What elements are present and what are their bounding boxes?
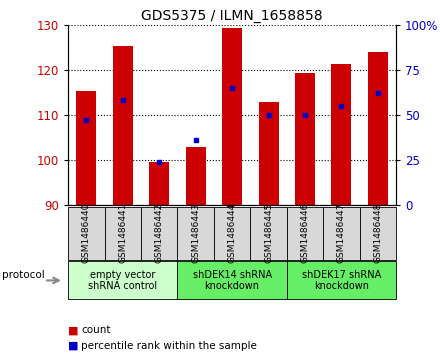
Text: ■: ■ (68, 340, 79, 351)
Text: GSM1486441: GSM1486441 (118, 203, 127, 264)
Text: protocol: protocol (2, 270, 45, 280)
Bar (368, 52, 388, 205)
Bar (295, 73, 315, 205)
Text: count: count (81, 325, 111, 335)
Bar (186, 147, 205, 205)
Bar (222, 28, 242, 205)
Text: GSM1486444: GSM1486444 (227, 203, 237, 263)
Text: percentile rank within the sample: percentile rank within the sample (81, 340, 257, 351)
Bar (259, 102, 279, 205)
Bar (331, 64, 352, 205)
Text: GSM1486442: GSM1486442 (155, 203, 164, 263)
Text: empty vector
shRNA control: empty vector shRNA control (88, 270, 158, 291)
Text: GSM1486448: GSM1486448 (373, 203, 382, 264)
Text: shDEK14 shRNA
knockdown: shDEK14 shRNA knockdown (193, 270, 271, 291)
Bar (113, 46, 133, 205)
Bar (77, 90, 96, 205)
Bar (149, 162, 169, 205)
Title: GDS5375 / ILMN_1658858: GDS5375 / ILMN_1658858 (141, 9, 323, 23)
Text: shDEK17 shRNA
knockdown: shDEK17 shRNA knockdown (302, 270, 381, 291)
Text: ■: ■ (68, 325, 79, 335)
Text: GSM1486446: GSM1486446 (301, 203, 309, 264)
Text: GSM1486445: GSM1486445 (264, 203, 273, 264)
Text: GSM1486440: GSM1486440 (82, 203, 91, 264)
Text: GSM1486443: GSM1486443 (191, 203, 200, 264)
Text: GSM1486447: GSM1486447 (337, 203, 346, 264)
